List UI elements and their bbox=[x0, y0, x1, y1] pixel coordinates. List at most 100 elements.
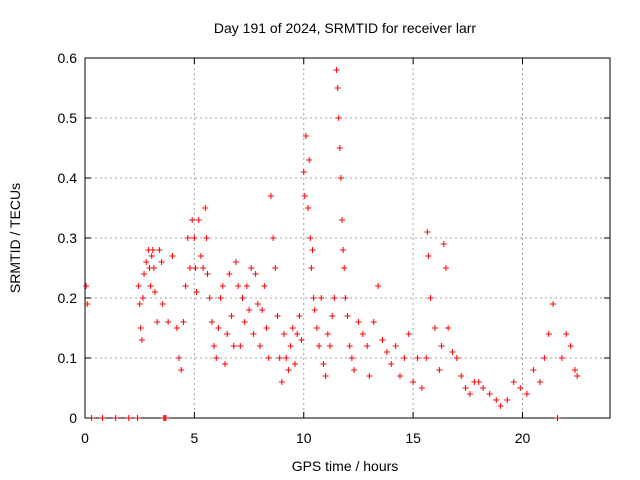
data-point bbox=[267, 193, 274, 199]
data-point bbox=[342, 295, 349, 301]
data-point bbox=[308, 265, 315, 271]
data-point bbox=[296, 313, 303, 319]
data-point bbox=[337, 175, 344, 181]
data-point bbox=[334, 85, 341, 91]
data-point bbox=[219, 283, 226, 289]
data-point bbox=[252, 271, 259, 277]
data-point bbox=[165, 319, 172, 325]
data-point bbox=[283, 355, 290, 361]
data-point bbox=[298, 337, 305, 343]
data-point bbox=[136, 301, 143, 307]
data-point bbox=[206, 295, 213, 301]
data-point bbox=[84, 301, 91, 307]
data-point bbox=[226, 271, 233, 277]
data-point bbox=[440, 241, 447, 247]
x-tick-label: 20 bbox=[515, 430, 531, 446]
y-tick-label: 0.2 bbox=[58, 290, 78, 306]
data-point bbox=[333, 67, 340, 73]
data-point bbox=[307, 235, 314, 241]
data-point bbox=[134, 415, 141, 421]
data-point bbox=[184, 235, 191, 241]
data-point bbox=[348, 355, 355, 361]
data-point bbox=[261, 283, 268, 289]
data-point bbox=[156, 247, 163, 253]
data-point bbox=[289, 325, 296, 331]
data-point bbox=[208, 319, 215, 325]
chart-title: Day 191 of 2024, SRMTID for receiver lar… bbox=[214, 20, 477, 36]
data-point bbox=[541, 355, 548, 361]
data-point bbox=[310, 295, 317, 301]
data-point bbox=[287, 343, 294, 349]
data-point bbox=[213, 355, 220, 361]
data-point bbox=[178, 367, 185, 373]
data-point bbox=[141, 271, 148, 277]
data-point bbox=[292, 361, 298, 367]
data-point bbox=[211, 343, 218, 349]
data-point bbox=[537, 379, 543, 385]
data-point bbox=[351, 367, 358, 373]
data-point bbox=[222, 361, 228, 367]
data-point bbox=[364, 343, 371, 349]
data-point bbox=[285, 367, 292, 373]
data-point bbox=[239, 295, 246, 301]
data-point bbox=[250, 331, 257, 337]
data-point bbox=[327, 343, 333, 349]
data-point bbox=[438, 343, 445, 349]
data-point bbox=[302, 133, 309, 139]
data-point bbox=[504, 397, 511, 403]
y-tick-label: 0.6 bbox=[58, 50, 78, 66]
data-point bbox=[137, 325, 144, 331]
data-point bbox=[265, 355, 272, 361]
data-point bbox=[545, 331, 552, 337]
data-point bbox=[241, 319, 248, 325]
data-point bbox=[335, 115, 342, 121]
data-point bbox=[401, 355, 408, 361]
data-point bbox=[355, 319, 362, 325]
data-point bbox=[530, 367, 537, 373]
data-point bbox=[197, 253, 204, 259]
data-point bbox=[340, 247, 347, 253]
data-point bbox=[202, 205, 209, 211]
data-point bbox=[237, 343, 244, 349]
data-point bbox=[152, 289, 158, 295]
data-point bbox=[281, 331, 288, 337]
data-point bbox=[147, 283, 154, 289]
data-point bbox=[445, 325, 452, 331]
data-point bbox=[215, 325, 222, 331]
data-points bbox=[83, 67, 581, 421]
data-point bbox=[294, 331, 301, 337]
data-point bbox=[493, 397, 500, 403]
data-point bbox=[336, 145, 343, 151]
data-point bbox=[150, 265, 157, 271]
data-point bbox=[228, 313, 235, 319]
data-point bbox=[162, 415, 169, 421]
data-point bbox=[432, 325, 438, 331]
data-point bbox=[497, 403, 504, 409]
data-point bbox=[425, 253, 432, 259]
data-point bbox=[112, 415, 119, 421]
data-point bbox=[480, 385, 487, 391]
data-point bbox=[572, 367, 578, 373]
data-point bbox=[257, 343, 263, 349]
y-tick-label: 0.1 bbox=[58, 350, 78, 366]
data-point bbox=[453, 355, 460, 361]
data-point bbox=[486, 391, 493, 397]
data-point bbox=[135, 283, 142, 289]
data-point bbox=[217, 295, 224, 301]
data-point bbox=[313, 325, 320, 331]
data-point bbox=[359, 331, 366, 337]
x-axis-ticks: 0 5 10 15 20 bbox=[81, 58, 530, 446]
data-point bbox=[318, 295, 325, 301]
data-point bbox=[204, 271, 211, 277]
data-point bbox=[370, 319, 377, 325]
y-tick-label: 0 bbox=[69, 410, 77, 426]
data-point bbox=[149, 247, 156, 253]
data-point bbox=[475, 379, 482, 385]
data-point bbox=[458, 373, 465, 379]
data-point bbox=[143, 259, 150, 265]
data-point bbox=[383, 349, 390, 355]
data-point bbox=[192, 265, 199, 271]
data-point bbox=[423, 355, 430, 361]
x-tick-label: 15 bbox=[405, 430, 421, 446]
x-axis-label: GPS time / hours bbox=[292, 458, 399, 474]
